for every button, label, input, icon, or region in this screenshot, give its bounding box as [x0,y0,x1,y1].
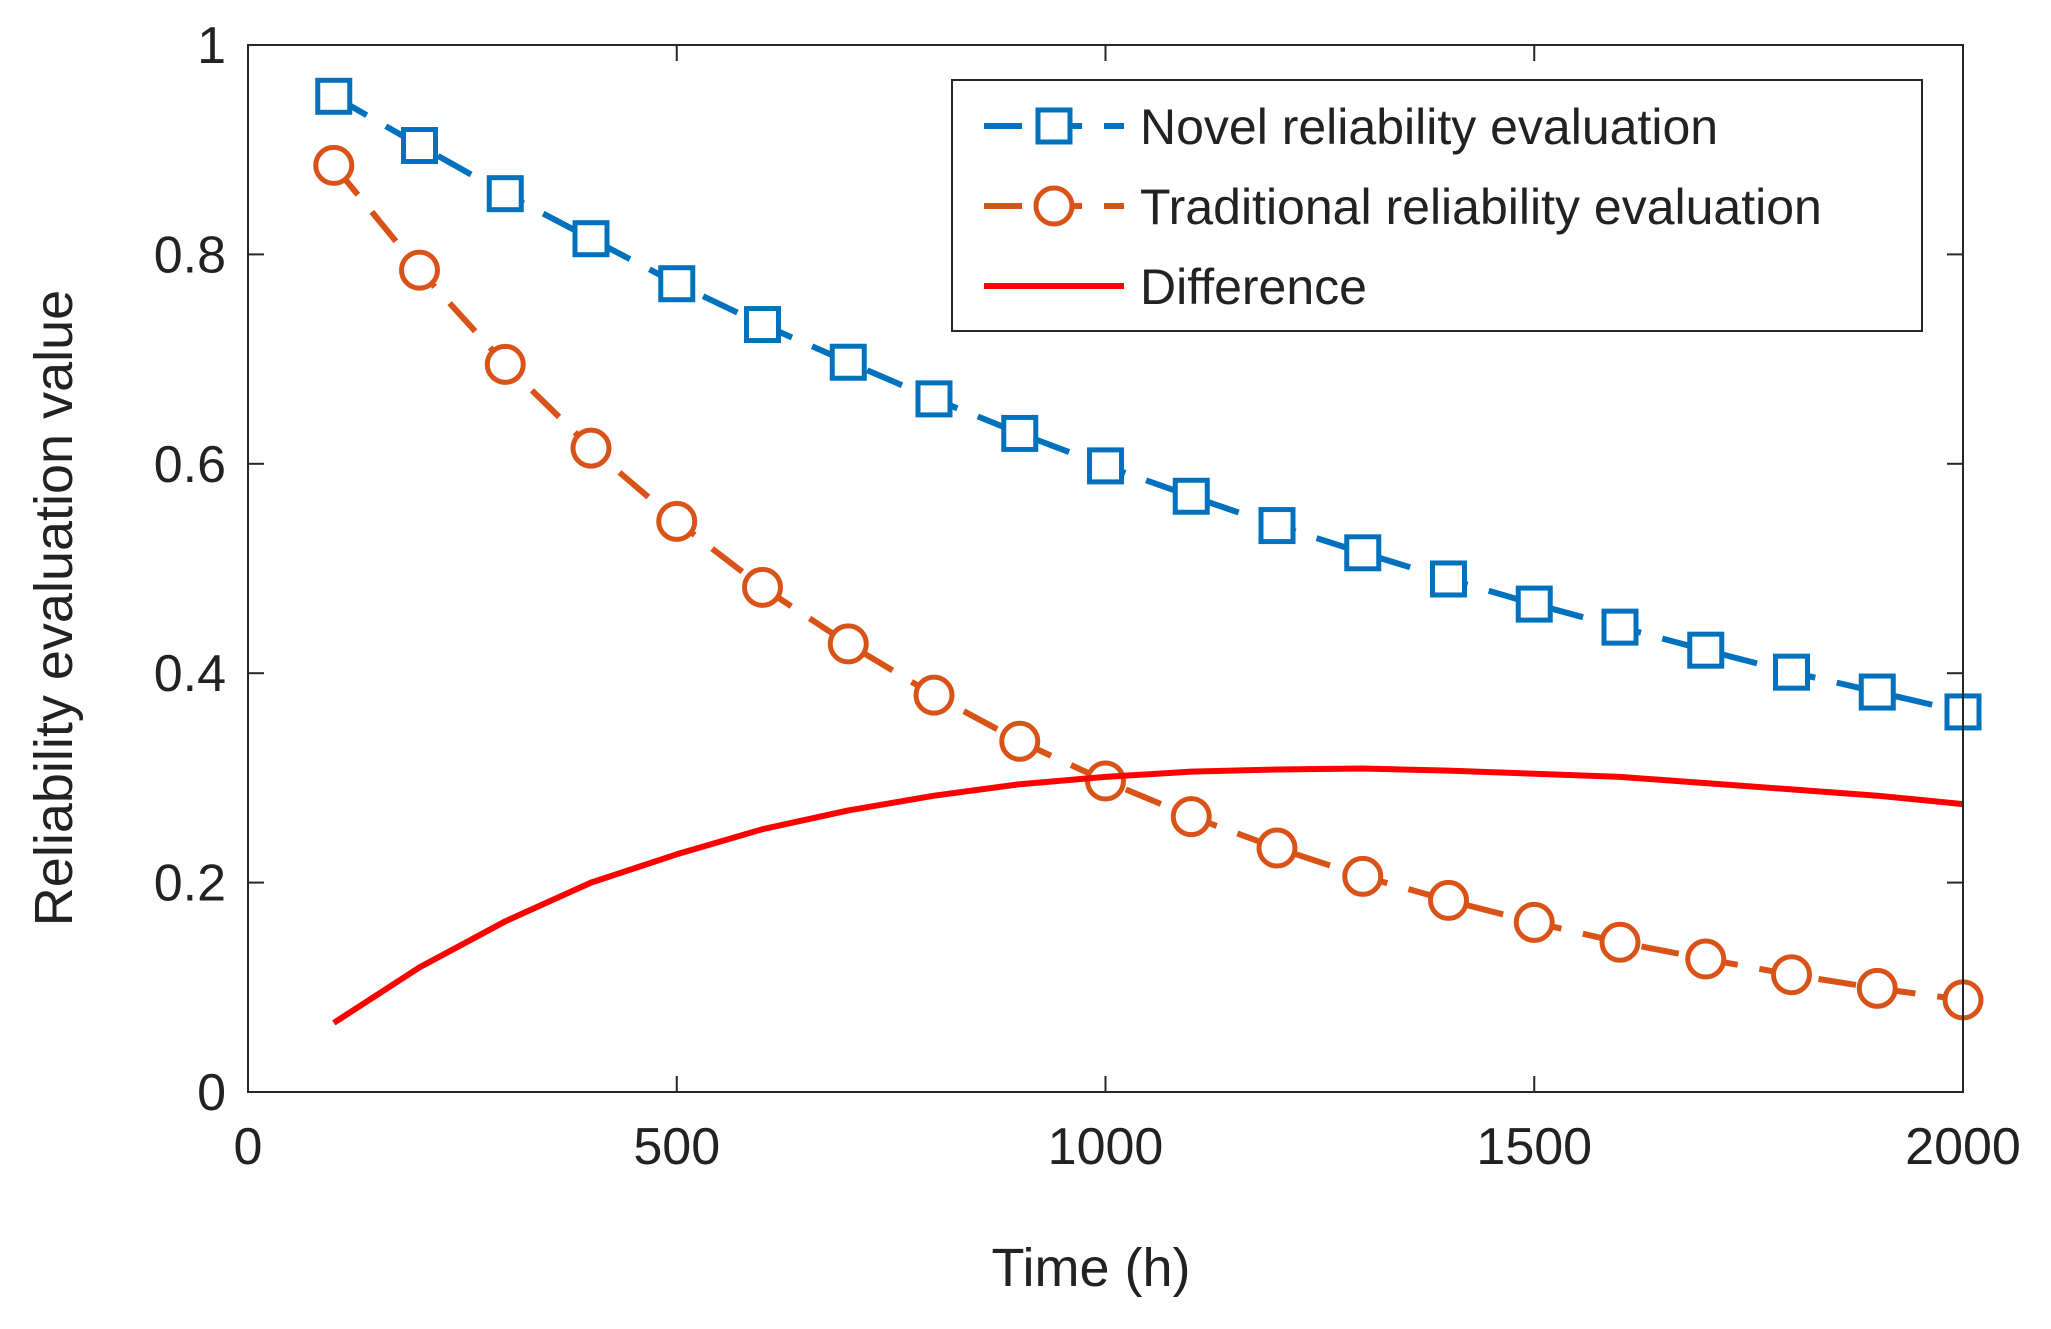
tick-marks [247,44,1964,1093]
y-axis-title: Reliability evaluation value [24,290,84,926]
data-point-square [658,265,696,303]
data-point-square [1172,477,1210,515]
legend-label: Difference [1140,259,1367,315]
data-point-circle [313,144,355,186]
data-point-square [486,175,524,213]
legend-entry: Difference [984,259,1367,315]
data-point-square [1601,608,1639,646]
data-point-square [315,77,353,115]
data-point-circle [399,249,440,291]
data-point-circle [1771,954,1812,996]
x-tick-label: 2000 [1905,1118,2021,1176]
series-2 [332,765,1964,1026]
data-point-square [829,343,867,381]
plot-area [313,77,1984,1026]
data-point-circle [999,720,1041,762]
data-point-square [1858,673,1896,711]
data-point-square [1344,534,1382,572]
x-tick-label: 0 [234,1118,263,1176]
legend-label: Novel reliability evaluation [1140,99,1718,155]
y-tick-label: 0.8 [154,226,226,284]
legend-marker-circle [1033,185,1075,227]
data-point-circle [1513,901,1555,943]
series-0 [315,77,1982,731]
data-point-circle [1856,967,1898,1009]
data-point-square [572,220,610,258]
x-tick-label: 1500 [1476,1118,1592,1176]
data-point-circle [1085,760,1126,802]
y-tick-label: 0.6 [154,436,226,494]
y-tick-label: 0.2 [154,855,226,913]
data-point-circle [656,500,698,542]
data-point-circle [484,343,526,385]
data-point-circle [1599,921,1641,963]
tick-labels: 0 500 1000 1500 2000 0 0.2 0.4 0.6 0.8 1 [154,17,2021,1176]
data-point-circle [827,623,869,665]
data-point-circle [1428,879,1469,921]
x-tick-label: 1000 [1048,1118,1164,1176]
data-point-square [744,306,781,344]
data-point-square [401,127,438,165]
data-point-square [1430,560,1467,598]
data-point-circle [1342,855,1384,897]
series-line [331,163,1964,1003]
legend-entry: Novel reliability evaluation [984,99,1718,155]
legend-marker-square [1035,107,1073,145]
data-point-circle [742,566,783,608]
data-point-circle [1170,796,1212,838]
y-tick-label: 0 [197,1064,226,1122]
data-point-circle [1685,938,1727,980]
x-tick-label: 500 [633,1118,720,1176]
series-line [332,765,1964,1026]
x-axis-title: Time (h) [992,1238,1191,1298]
legend-entry: Traditional reliability evaluation [984,179,1822,235]
data-point-circle [1256,827,1298,869]
data-point-square [1087,447,1124,485]
data-point-square [915,380,953,418]
legend-label: Traditional reliability evaluation [1140,179,1822,235]
data-point-square [1258,507,1296,545]
data-point-square [1773,653,1810,691]
data-point-square [1687,631,1725,669]
y-tick-label: 1 [197,17,226,75]
data-point-square [1515,585,1553,623]
y-tick-label: 0.4 [154,645,226,703]
data-point-circle [913,674,955,716]
data-point-square [1001,414,1039,452]
legend: Novel reliability evaluation Traditional … [951,79,1923,332]
data-point-circle [570,427,612,469]
series-1 [313,144,1984,1021]
